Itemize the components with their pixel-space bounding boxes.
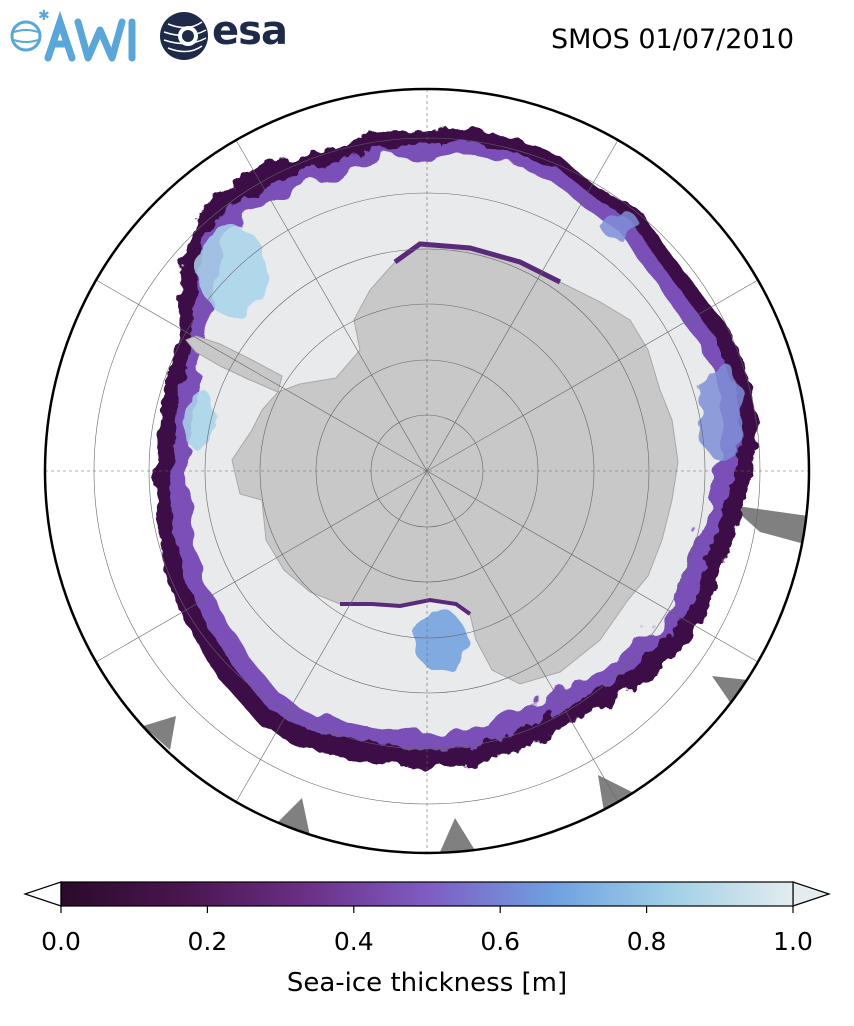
map-boundary: [43, 87, 811, 855]
sea-ice-map: [43, 87, 811, 855]
nodata-wedge: [440, 818, 476, 852]
colorbar-tick-label: 0.8: [627, 927, 667, 956]
nodata-wedge: [712, 676, 748, 708]
colorbar: 0.0 0.2 0.4 0.6 0.8 1.0 Sea-ice thickness [m]: [23, 881, 831, 998]
ice-patch: [600, 211, 640, 239]
colorbar-tick-label: 0.6: [480, 927, 520, 956]
antarctica: [185, 241, 679, 685]
esa-logo: esa: [158, 8, 308, 62]
esa-logo-word: esa: [212, 8, 288, 54]
ice-patch: [414, 610, 466, 670]
colorbar-tick-label: 0.2: [188, 927, 228, 956]
colorbar-label: Sea-ice thickness [m]: [287, 968, 567, 998]
graticule: [45, 89, 809, 853]
nodata-wedge: [143, 716, 176, 750]
svg-text:✱: ✱: [38, 8, 50, 24]
map-title: SMOS 01/07/2010: [550, 24, 794, 55]
nodata-wedge: [278, 798, 310, 836]
colorbar-tick-label: 0.4: [334, 927, 374, 956]
ice-patch: [182, 390, 218, 450]
awi-logo: ✱: [8, 8, 148, 62]
colorbar-extend-max: [792, 881, 831, 907]
ice-patch: [698, 360, 742, 460]
colorbar-tick-label: 0.0: [41, 927, 81, 956]
colorbar-gradient: [60, 881, 794, 907]
nodata-wedge: [730, 505, 808, 545]
nodata-wedge: [598, 775, 632, 812]
colorbar-tick-label: 1.0: [773, 927, 813, 956]
ice-patch: [198, 225, 266, 315]
colorbar-extend-min: [23, 881, 62, 907]
